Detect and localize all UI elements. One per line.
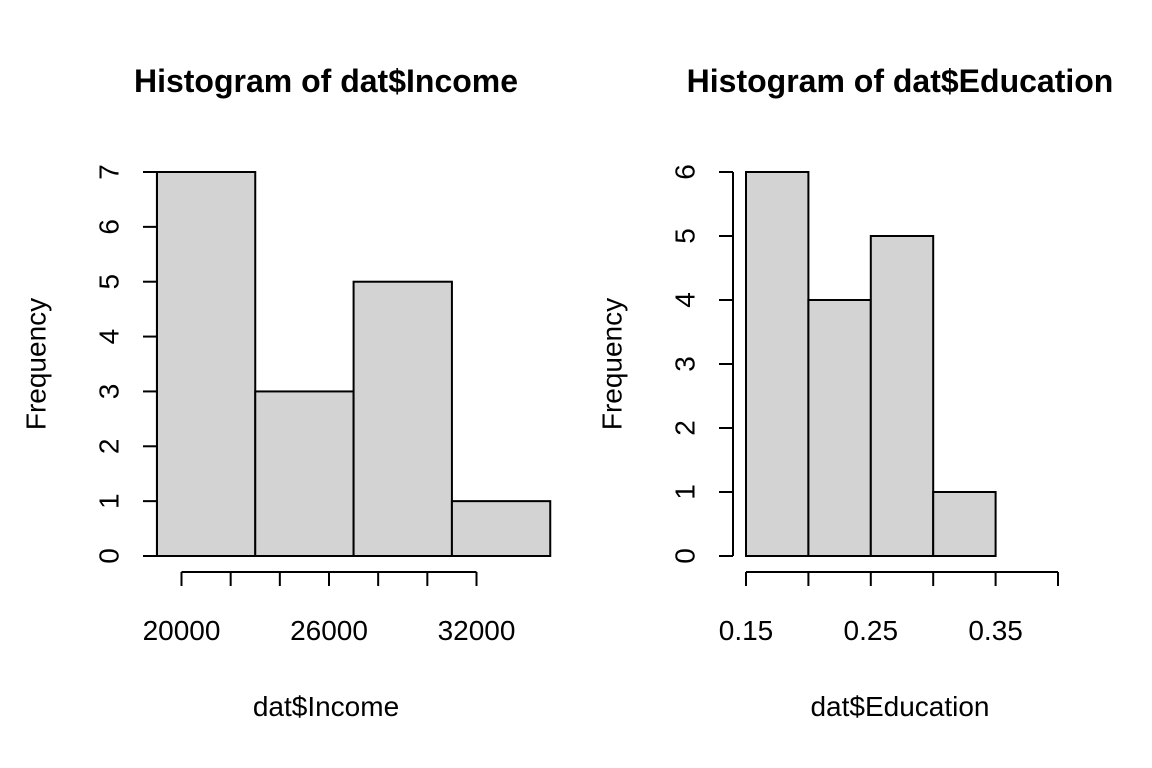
x-tick-label: 0.15 — [719, 615, 774, 646]
histogram-bar — [807, 299, 872, 557]
x-axis-title: dat$Income — [253, 691, 399, 722]
x-tick-label: 0.35 — [968, 615, 1023, 646]
y-tick-label: 3 — [670, 356, 701, 372]
y-tick-label: 5 — [94, 274, 125, 290]
y-tick-label: 2 — [670, 420, 701, 436]
y-tick-label: 6 — [94, 219, 125, 235]
x-tick-label: 20000 — [143, 615, 221, 646]
y-tick-label: 4 — [670, 292, 701, 308]
y-tick-label: 0 — [94, 548, 125, 564]
x-tick-label: 32000 — [438, 615, 516, 646]
x-axis-title: dat$Education — [810, 691, 989, 722]
chart-title: Histogram of dat$Education — [687, 63, 1114, 99]
x-tick-label: 26000 — [290, 615, 368, 646]
histogram-bar — [932, 491, 997, 557]
histogram-bar — [745, 171, 810, 557]
y-tick-label: 2 — [94, 438, 125, 454]
y-tick-label: 0 — [670, 548, 701, 564]
y-axis-title: Frequency — [597, 298, 628, 430]
histogram-bar — [450, 500, 552, 557]
y-tick-label: 6 — [670, 164, 701, 180]
histogram-bar — [155, 171, 257, 557]
y-axis-title: Frequency — [21, 298, 52, 430]
y-tick-label: 7 — [94, 164, 125, 180]
chart-title: Histogram of dat$Income — [134, 63, 518, 99]
x-tick-label: 0.25 — [844, 615, 899, 646]
histogram-bar — [869, 235, 935, 557]
histogram-bar — [254, 390, 355, 557]
y-tick-label: 4 — [94, 329, 125, 345]
y-tick-label: 5 — [670, 228, 701, 244]
y-tick-label: 1 — [670, 484, 701, 500]
y-tick-label: 1 — [94, 493, 125, 509]
histogram-bar — [352, 280, 453, 557]
histogram-panel-2: Histogram of dat$Education 0 1 2 3 4 5 6 0.15 0.2… — [597, 63, 1114, 722]
histogram-panel-1: Histogram of dat$Income 0 1 2 3 4 5 6 7 20000 2600… — [21, 63, 552, 722]
y-tick-label: 3 — [94, 384, 125, 400]
